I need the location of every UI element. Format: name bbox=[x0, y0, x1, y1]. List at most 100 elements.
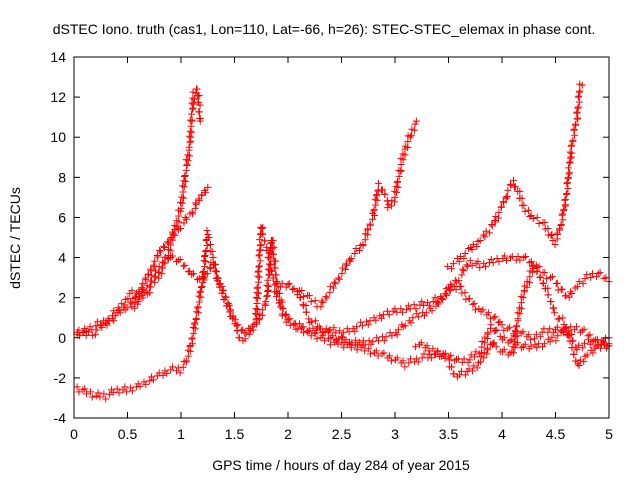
data-point bbox=[178, 199, 186, 207]
data-point bbox=[357, 343, 365, 351]
data-point bbox=[256, 242, 264, 250]
data-point bbox=[482, 263, 490, 271]
data-point bbox=[174, 364, 182, 372]
data-point bbox=[369, 338, 377, 346]
data-point bbox=[411, 126, 419, 134]
data-point bbox=[188, 128, 196, 136]
data-point bbox=[566, 159, 574, 167]
data-point bbox=[492, 327, 500, 335]
data-point bbox=[184, 352, 192, 360]
data-point bbox=[551, 309, 559, 317]
data-point bbox=[285, 280, 293, 288]
data-point bbox=[290, 285, 298, 293]
data-point bbox=[224, 299, 232, 307]
data-point bbox=[157, 248, 165, 256]
data-point bbox=[211, 267, 219, 275]
data-point bbox=[212, 268, 220, 276]
data-point bbox=[592, 273, 600, 281]
data-point bbox=[544, 291, 552, 299]
data-point bbox=[219, 287, 227, 295]
data-point bbox=[517, 329, 525, 337]
data-point bbox=[564, 175, 572, 183]
data-point bbox=[204, 230, 212, 238]
data-point bbox=[487, 256, 495, 264]
data-point bbox=[329, 332, 337, 340]
data-point bbox=[197, 293, 205, 301]
data-point bbox=[490, 314, 498, 322]
x-axis: 0 0.5 1 1.5 2 2.5 3 3.5 4 4.5 5 bbox=[70, 57, 613, 442]
data-point bbox=[511, 183, 519, 191]
data-point bbox=[351, 250, 359, 258]
data-point bbox=[201, 263, 208, 271]
data-point bbox=[300, 293, 308, 301]
data-point bbox=[326, 326, 334, 334]
data-point bbox=[532, 330, 540, 338]
data-point bbox=[581, 275, 589, 283]
data-point bbox=[163, 369, 171, 377]
data-point bbox=[128, 287, 136, 295]
data-point bbox=[110, 317, 118, 325]
data-point bbox=[500, 334, 508, 342]
data-point bbox=[203, 226, 211, 234]
data-point bbox=[91, 331, 99, 339]
data-point bbox=[257, 241, 265, 249]
data-point bbox=[566, 148, 574, 156]
data-point bbox=[532, 261, 540, 269]
data-point bbox=[508, 348, 516, 356]
data-point bbox=[590, 337, 598, 345]
data-point bbox=[142, 287, 150, 295]
data-point bbox=[480, 231, 488, 239]
data-point bbox=[169, 363, 177, 371]
data-point bbox=[180, 194, 188, 202]
data-point bbox=[574, 103, 582, 111]
data-point bbox=[563, 180, 571, 188]
data-point bbox=[566, 330, 574, 338]
data-point bbox=[572, 323, 580, 331]
data-point bbox=[576, 328, 584, 336]
data-point bbox=[255, 273, 263, 281]
data-point bbox=[351, 327, 359, 335]
data-point bbox=[366, 350, 374, 358]
data-point bbox=[258, 225, 266, 233]
data-point bbox=[303, 328, 311, 336]
data-point bbox=[566, 288, 574, 296]
data-point bbox=[335, 275, 343, 283]
data-point bbox=[506, 337, 514, 345]
data-point bbox=[511, 344, 519, 352]
data-point bbox=[504, 186, 512, 194]
x-tick-label: 2 bbox=[284, 426, 292, 442]
data-point bbox=[386, 352, 394, 360]
data-point bbox=[486, 315, 494, 323]
data-point bbox=[482, 227, 490, 235]
data-point bbox=[546, 325, 554, 333]
data-point bbox=[307, 332, 315, 340]
data-point bbox=[319, 298, 327, 306]
data-point bbox=[98, 324, 106, 332]
data-point bbox=[397, 167, 405, 175]
data-point bbox=[151, 273, 159, 281]
x-tick-label: 3 bbox=[391, 426, 399, 442]
data-point bbox=[391, 193, 399, 201]
x-tick-label: 1 bbox=[177, 426, 185, 442]
data-point bbox=[184, 157, 192, 165]
data-point bbox=[177, 224, 185, 232]
data-point bbox=[185, 132, 193, 140]
data-point bbox=[600, 275, 608, 283]
data-point bbox=[185, 143, 193, 151]
data-point bbox=[79, 386, 87, 394]
data-point bbox=[81, 385, 89, 393]
data-point bbox=[339, 329, 347, 337]
data-point bbox=[199, 269, 207, 277]
data-point bbox=[403, 306, 411, 314]
data-point bbox=[412, 117, 420, 125]
data-point bbox=[309, 324, 317, 332]
data-point bbox=[594, 270, 602, 278]
data-point bbox=[347, 255, 355, 263]
data-point bbox=[401, 363, 409, 371]
data-point bbox=[504, 325, 512, 333]
data-point bbox=[384, 204, 392, 212]
data-point bbox=[284, 281, 292, 289]
data-point bbox=[525, 331, 533, 339]
data-point bbox=[434, 347, 442, 355]
data-point bbox=[411, 120, 419, 128]
